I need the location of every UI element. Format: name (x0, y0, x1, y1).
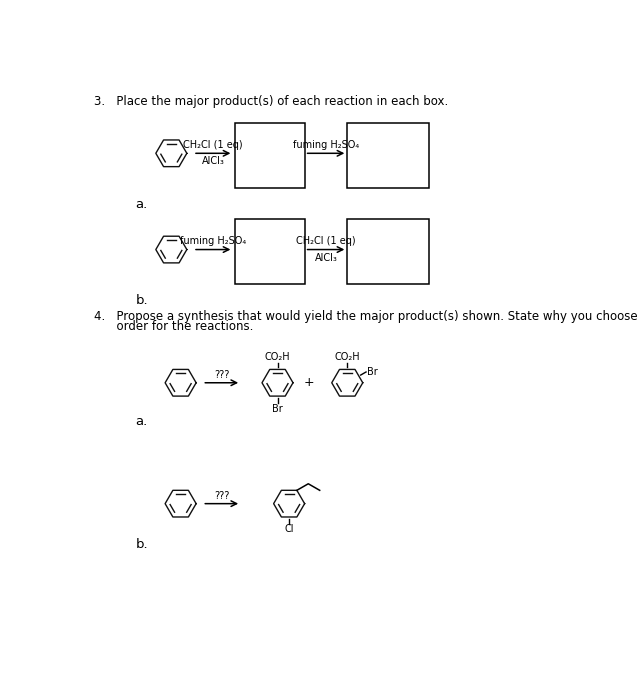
Bar (235, 122, 305, 188)
Text: Br: Br (272, 403, 283, 414)
Text: ???: ??? (214, 491, 229, 500)
Bar (347, 122, 429, 188)
Text: fuming H₂SO₄: fuming H₂SO₄ (180, 237, 246, 246)
Text: 4.   Propose a synthesis that would yield the major product(s) shown. State why : 4. Propose a synthesis that would yield … (94, 309, 639, 323)
Text: AlCl₃: AlCl₃ (314, 253, 337, 262)
Text: a.: a. (135, 198, 148, 211)
Text: CO₂H: CO₂H (334, 352, 360, 362)
Text: b.: b. (135, 294, 148, 307)
Bar (235, 218, 305, 284)
Text: a.: a. (135, 415, 148, 428)
Text: +: + (303, 377, 314, 389)
Text: order for the reactions.: order for the reactions. (94, 321, 253, 333)
Text: CH₂Cl (1 eq): CH₂Cl (1 eq) (296, 237, 356, 246)
Bar (347, 218, 429, 284)
Text: Cl: Cl (284, 524, 294, 534)
Text: 3.   Place the major product(s) of each reaction in each box.: 3. Place the major product(s) of each re… (94, 94, 448, 108)
Text: fuming H₂SO₄: fuming H₂SO₄ (293, 140, 359, 150)
Text: Br: Br (367, 367, 378, 377)
Text: CH₂Cl (1 eq): CH₂Cl (1 eq) (183, 140, 243, 150)
Text: AlCl₃: AlCl₃ (202, 156, 225, 167)
Text: b.: b. (135, 538, 148, 552)
Text: ???: ??? (214, 370, 229, 379)
Text: CO₂H: CO₂H (265, 352, 290, 362)
